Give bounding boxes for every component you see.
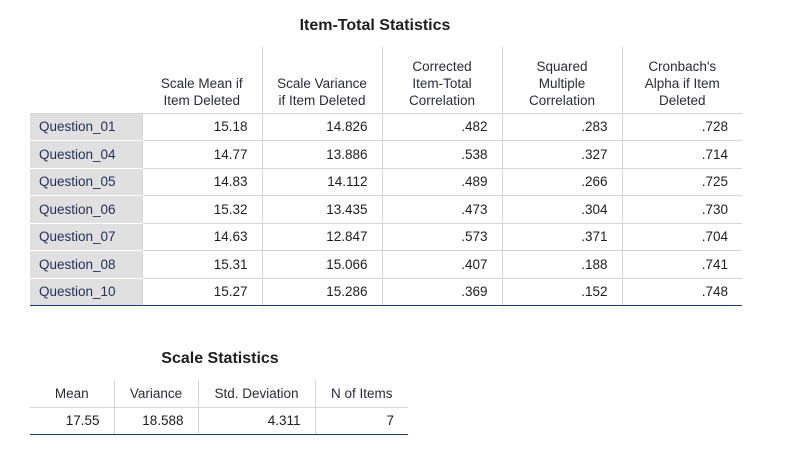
cell-mean: 17.55 <box>30 407 114 435</box>
cell-corrected-correlation: .538 <box>381 140 502 169</box>
cell-scale-mean: 15.32 <box>141 195 262 224</box>
cell-corrected-correlation: .369 <box>381 278 502 306</box>
table-row: Question_06 15.32 13.435 .473 .304 .730 <box>30 195 742 224</box>
column-header-mean: Mean <box>30 380 114 408</box>
cell-squared-correlation: .304 <box>501 195 622 224</box>
cell-corrected-correlation: .482 <box>381 113 502 141</box>
table-row: Question_08 15.31 15.066 .407 .188 .741 <box>30 250 742 279</box>
row-label: Question_07 <box>30 223 142 251</box>
cell-n-of-items: 7 <box>314 407 408 435</box>
row-label: Question_01 <box>30 113 142 141</box>
cell-corrected-correlation: .473 <box>381 195 502 224</box>
column-header-n-of-items: N of Items <box>314 380 408 408</box>
table-row: Question_10 15.27 15.286 .369 .152 .748 <box>30 278 742 306</box>
cell-std-deviation: 4.311 <box>197 407 315 435</box>
cell-cronbach-alpha: .741 <box>621 250 742 279</box>
column-header-cronbach-alpha: Cronbach's Alpha if Item Deleted <box>621 47 742 114</box>
cell-squared-correlation: .266 <box>501 168 622 196</box>
row-label: Question_08 <box>30 250 142 279</box>
cell-cronbach-alpha: .748 <box>621 278 742 306</box>
row-label: Question_05 <box>30 168 142 196</box>
column-header-squared-multiple-correlation: Squared Multiple Correlation <box>501 47 622 114</box>
table-row: 17.55 18.588 4.311 7 <box>30 407 408 435</box>
table-row: Question_05 14.83 14.112 .489 .266 .725 <box>30 168 742 196</box>
table-row: Question_01 15.18 14.826 .482 .283 .728 <box>30 113 742 141</box>
column-header-corrected-correlation: Corrected Item-Total Correlation <box>381 47 502 114</box>
cell-corrected-correlation: .407 <box>381 250 502 279</box>
cell-scale-mean: 15.18 <box>141 113 262 141</box>
cell-corrected-correlation: .573 <box>381 223 502 251</box>
item-total-statistics-title: Item-Total Statistics <box>299 17 451 34</box>
cell-cronbach-alpha: .728 <box>621 113 742 141</box>
cell-cronbach-alpha: .714 <box>621 140 742 169</box>
cell-cronbach-alpha: .730 <box>621 195 742 224</box>
cell-scale-mean: 14.63 <box>141 223 262 251</box>
column-header-std-deviation: Std. Deviation <box>197 380 315 408</box>
cell-squared-correlation: .152 <box>501 278 622 306</box>
cell-scale-mean: 15.31 <box>141 250 262 279</box>
cell-scale-variance: 13.886 <box>261 140 382 169</box>
cell-scale-variance: 13.435 <box>261 195 382 224</box>
cell-squared-correlation: .188 <box>501 250 622 279</box>
cell-variance: 18.588 <box>113 407 198 435</box>
corner-cell <box>30 47 142 114</box>
cell-scale-variance: 14.826 <box>261 113 382 141</box>
table-row: Question_04 14.77 13.886 .538 .327 .714 <box>30 140 742 169</box>
row-label: Question_04 <box>30 140 142 169</box>
cell-squared-correlation: .283 <box>501 113 622 141</box>
cell-scale-mean: 14.77 <box>141 140 262 169</box>
cell-scale-mean: 15.27 <box>141 278 262 306</box>
cell-scale-variance: 12.847 <box>261 223 382 251</box>
cell-cronbach-alpha: .725 <box>621 168 742 196</box>
cell-scale-variance: 15.286 <box>261 278 382 306</box>
cell-squared-correlation: .371 <box>501 223 622 251</box>
scale-statistics-table: Mean Variance Std. Deviation N of Items … <box>30 380 408 435</box>
scale-statistics-title: Scale Statistics <box>161 350 279 367</box>
table-row: Question_07 14.63 12.847 .573 .371 .704 <box>30 223 742 251</box>
cell-scale-variance: 14.112 <box>261 168 382 196</box>
column-header-scale-variance: Scale Variance if Item Deleted <box>261 47 382 114</box>
row-label: Question_10 <box>30 278 142 306</box>
cell-corrected-correlation: .489 <box>381 168 502 196</box>
cell-cronbach-alpha: .704 <box>621 223 742 251</box>
column-header-variance: Variance <box>113 380 198 408</box>
column-header-scale-mean: Scale Mean if Item Deleted <box>142 47 262 114</box>
cell-scale-variance: 15.066 <box>261 250 382 279</box>
item-total-statistics-table: Scale Mean if Item Deleted Scale Varianc… <box>30 47 742 306</box>
row-label: Question_06 <box>30 195 142 224</box>
cell-scale-mean: 14.83 <box>141 168 262 196</box>
cell-squared-correlation: .327 <box>501 140 622 169</box>
